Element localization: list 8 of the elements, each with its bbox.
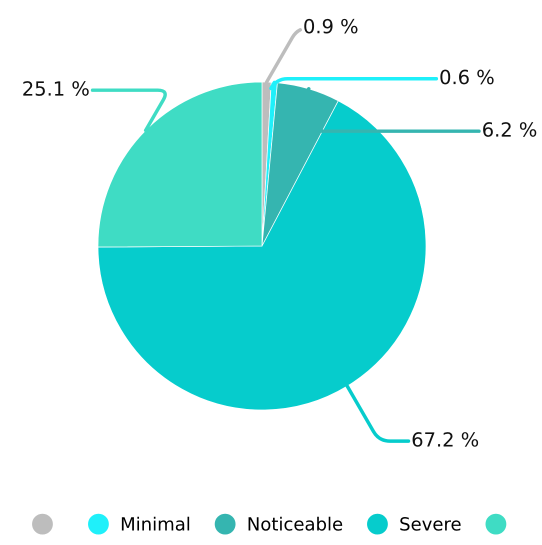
data-label: 67.2 % [412, 432, 478, 447]
data-label: 0.6 % [440, 70, 494, 84]
legend-label: Minimal [122, 516, 190, 531]
data-label: 25.1 % [23, 81, 89, 96]
data-label: 0.9 % [304, 18, 358, 34]
data-label: 6.2 % [483, 122, 536, 137]
legend-label: Severe [400, 517, 461, 531]
legend-label: Noticeable [248, 516, 342, 531]
